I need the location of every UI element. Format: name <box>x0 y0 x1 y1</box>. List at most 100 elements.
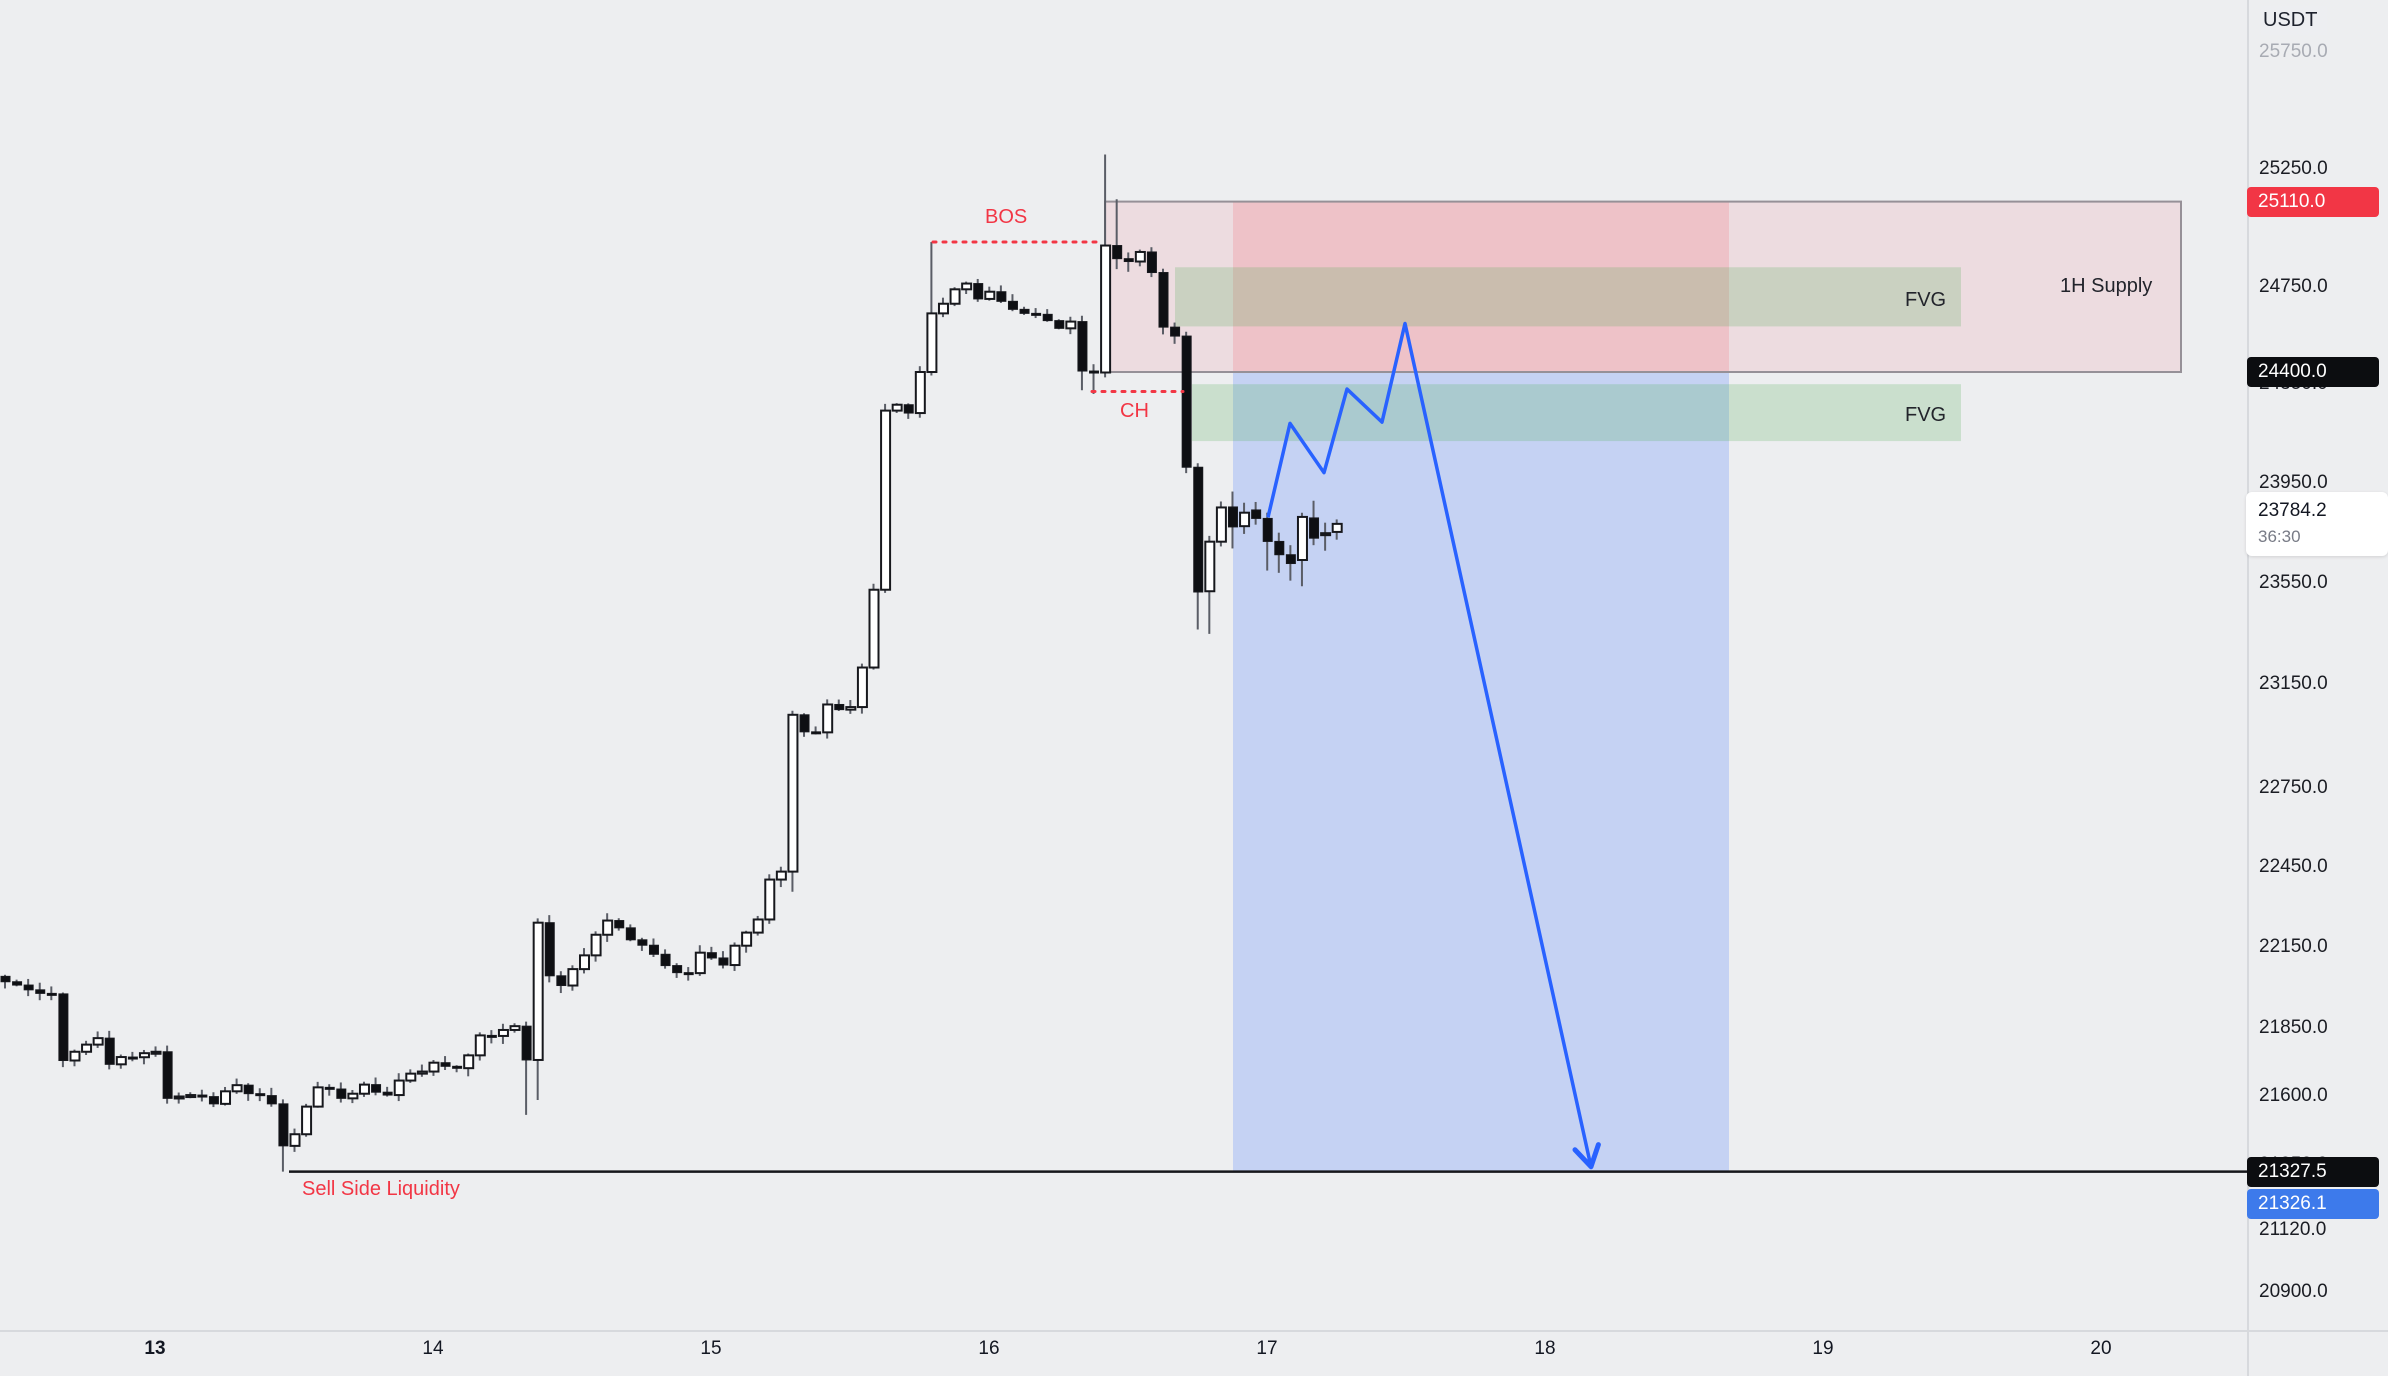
candle-down <box>1158 272 1169 328</box>
candle-down <box>1285 554 1296 565</box>
candle-down <box>1309 517 1320 539</box>
candle-up <box>69 1050 81 1062</box>
fvg-upper-label[interactable]: FVG <box>1905 289 1947 311</box>
candle-down <box>208 1096 219 1105</box>
candle-up <box>741 931 753 947</box>
ch-label[interactable]: CH <box>1120 400 1149 422</box>
candle-up <box>949 288 961 305</box>
candle-down <box>637 939 648 946</box>
candle-down <box>1193 466 1204 593</box>
price-badge-supply-bottom: 24400.0 <box>2247 357 2379 387</box>
price-tick: 20900.0 <box>2259 1280 2328 1302</box>
candle-down <box>683 972 694 976</box>
projection-arrow[interactable] <box>1266 321 1601 1170</box>
supply-zone-label[interactable]: 1H Supply <box>2060 275 2153 297</box>
candle-up <box>961 282 973 291</box>
price-chart-canvas[interactable] <box>0 0 2388 1330</box>
candle-up <box>1215 506 1227 543</box>
candle-up <box>138 1052 150 1059</box>
candle-up <box>729 944 741 967</box>
bos-label[interactable]: BOS <box>985 206 1028 228</box>
countdown-timer: 36:30 <box>2258 526 2301 546</box>
price-tick: 23150.0 <box>2259 673 2328 695</box>
candle-up <box>984 290 996 300</box>
candle-down <box>834 703 845 711</box>
price-badge-liquidity: 21327.5 <box>2247 1156 2379 1187</box>
candle-down <box>799 714 810 733</box>
candle-down <box>255 1093 266 1097</box>
candle-up <box>92 1037 104 1046</box>
fvg-lower-label[interactable]: FVG <box>1905 404 1947 426</box>
candle-down <box>1251 509 1262 519</box>
candle-up <box>1296 515 1308 561</box>
price-axis-separator <box>2247 0 2249 1376</box>
candle-down <box>371 1084 382 1093</box>
candle-down <box>324 1086 335 1090</box>
price-tick: 25250.0 <box>2259 157 2328 179</box>
price-badge-order-value: 21326.1 <box>2258 1192 2327 1214</box>
candle-down <box>162 1051 173 1099</box>
candle-down <box>521 1025 532 1061</box>
candle-up <box>868 588 880 669</box>
time-label: 13 <box>144 1338 166 1359</box>
candle-down <box>197 1094 208 1098</box>
candle-down <box>1262 517 1273 542</box>
current-price-badge: 23784.2 36:30 <box>2246 491 2388 556</box>
candle-down <box>973 283 984 300</box>
candle-down <box>1031 312 1042 316</box>
candle-down <box>1112 245 1123 260</box>
candle-up <box>1065 320 1077 330</box>
candle-up <box>173 1095 185 1100</box>
candle-up <box>752 918 764 934</box>
candle-down <box>382 1091 393 1096</box>
candle-down <box>58 993 69 1062</box>
fvg-upper-rect[interactable] <box>1175 267 1961 327</box>
candle-down <box>672 965 683 974</box>
candle-down <box>104 1037 115 1065</box>
candle-down <box>1054 320 1065 329</box>
candle-up <box>787 713 799 873</box>
candle-up <box>428 1061 440 1073</box>
candle-down <box>1123 258 1134 263</box>
candle-down <box>811 731 822 735</box>
candle-down <box>648 944 659 955</box>
supply-zone-rect[interactable] <box>1105 201 2181 373</box>
candle-up <box>497 1028 509 1037</box>
candle-down <box>1146 251 1157 274</box>
fvg-lower-rect[interactable] <box>1192 384 1961 442</box>
price-badge-supply-top-value: 25110.0 <box>2258 190 2326 212</box>
candle-down <box>336 1088 347 1099</box>
price-badge-liquidity-value: 21327.5 <box>2258 1160 2327 1182</box>
price-tick: 25750.0 <box>2259 41 2328 63</box>
candle-up <box>463 1054 475 1070</box>
price-tick: 22450.0 <box>2259 855 2328 877</box>
candle-down <box>706 952 717 959</box>
candle-up <box>602 919 614 936</box>
candle-up <box>1204 540 1216 593</box>
candle-up <box>880 409 892 591</box>
candle-up <box>567 968 579 987</box>
candle-down <box>614 920 625 929</box>
candle-up <box>1320 532 1332 537</box>
sell-side-liquidity-label[interactable]: Sell Side Liquidity <box>302 1178 460 1200</box>
candle-down <box>660 953 671 967</box>
price-badge-supply-top: 25110.0 <box>2247 186 2379 217</box>
price-badge-order: 21326.1 <box>2247 1188 2379 1219</box>
candle-down <box>1181 335 1192 468</box>
candle-up <box>231 1084 243 1093</box>
candle-down <box>718 957 729 966</box>
candle-down <box>243 1084 254 1095</box>
entry-zone-rect[interactable] <box>1233 201 1729 373</box>
candle-down <box>903 404 914 414</box>
price-tick: 22150.0 <box>2259 935 2328 957</box>
target-zone-rect[interactable] <box>1233 372 1729 1172</box>
candle-down <box>1007 300 1018 310</box>
candle-up <box>301 1105 313 1136</box>
candle-up <box>775 870 787 881</box>
time-label: 19 <box>1812 1338 1834 1359</box>
candle-up <box>1100 244 1112 374</box>
time-label: 15 <box>700 1338 722 1359</box>
price-tick: 21850.0 <box>2259 1016 2328 1038</box>
price-badge-supply-bottom-value: 24400.0 <box>2258 361 2327 382</box>
